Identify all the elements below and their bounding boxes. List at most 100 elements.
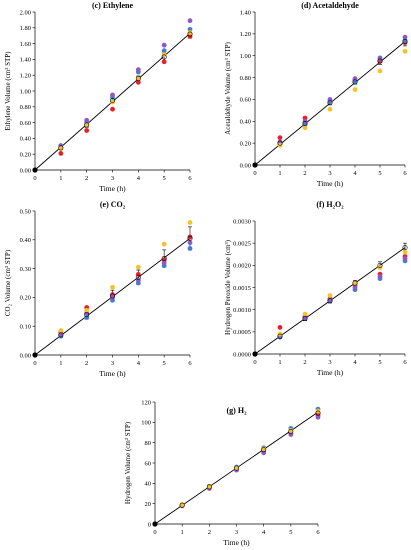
y-tick-label: 0.0025 bbox=[233, 240, 251, 247]
mean-marker bbox=[288, 428, 294, 434]
y-tick-label: 0.40 bbox=[20, 136, 31, 143]
data-point-yellow bbox=[110, 99, 115, 105]
data-point-yellow bbox=[302, 125, 308, 131]
x-tick-label: 6 bbox=[403, 170, 407, 177]
y-tick-label: 0.60 bbox=[240, 97, 251, 104]
data-point-red bbox=[58, 151, 64, 156]
x-axis-label: Time (h) bbox=[99, 369, 126, 378]
data-point-purple bbox=[110, 295, 115, 300]
mean-marker bbox=[402, 245, 408, 251]
origin-point bbox=[32, 167, 38, 173]
mean-marker bbox=[161, 54, 167, 60]
y-tick-label: 0.0010 bbox=[233, 307, 251, 314]
data-point-purple bbox=[84, 117, 90, 123]
mean-marker bbox=[302, 316, 308, 322]
y-axis-label: Hydrogen Volume (cm³ STP) bbox=[124, 421, 132, 504]
y-tick-label: 0.00 bbox=[240, 162, 251, 169]
x-tick-label: 5 bbox=[378, 170, 381, 177]
data-point-purple bbox=[277, 139, 283, 145]
y-tick-label: 1.60 bbox=[20, 41, 31, 48]
x-tick-label: 0 bbox=[153, 529, 156, 536]
x-tick-label: 4 bbox=[353, 170, 357, 177]
data-point-blue bbox=[352, 79, 358, 85]
mean-marker bbox=[206, 484, 212, 490]
y-tick-label: 1.40 bbox=[240, 9, 251, 16]
mean-marker bbox=[58, 145, 64, 151]
x-tick-label: 5 bbox=[378, 359, 381, 366]
x-tick-label: 3 bbox=[235, 529, 238, 536]
data-point-yellow bbox=[402, 48, 408, 54]
chart-panel-1: (c) Ethylene 0 1 2 3 4 5 6 0.00 0.20 0.40 0.60 0.80 1… bbox=[4, 1, 193, 193]
mean-marker bbox=[277, 333, 283, 339]
mean-marker bbox=[352, 280, 358, 286]
mean-marker bbox=[110, 293, 116, 299]
y-tick-label: 0 bbox=[148, 521, 151, 528]
y-tick-label: 0.20 bbox=[240, 140, 251, 147]
y-tick-label: 1.20 bbox=[240, 31, 251, 38]
mean-marker bbox=[110, 97, 116, 103]
data-point-red bbox=[187, 234, 193, 240]
data-point-purple bbox=[135, 67, 141, 73]
y-tick-label: 2.00 bbox=[20, 9, 31, 16]
y-axis-label: Hydrogen Peroxide Volume (cm³) bbox=[224, 239, 232, 335]
y-tick-label: 60 bbox=[145, 460, 152, 467]
data-point-purple bbox=[161, 42, 167, 48]
x-tick-label: 1 bbox=[278, 359, 281, 366]
chart-title: (e) CO₂ bbox=[100, 200, 126, 209]
data-point-purple bbox=[110, 92, 115, 98]
x-tick-label: 3 bbox=[328, 170, 331, 177]
y-tick-label: 20 bbox=[145, 501, 152, 508]
x-tick-label: 4 bbox=[353, 359, 357, 366]
origin-point bbox=[252, 162, 258, 168]
y-tick-label: 0.80 bbox=[20, 104, 31, 111]
y-tick-label: 80 bbox=[145, 440, 152, 447]
data-point-purple bbox=[327, 297, 333, 303]
data-point-yellow bbox=[327, 293, 333, 298]
x-tick-label: 1 bbox=[278, 170, 281, 177]
data-point-yellow bbox=[352, 280, 358, 286]
chart-title: (d) Acetaldehyde bbox=[301, 1, 359, 10]
data-point-yellow bbox=[302, 311, 308, 317]
x-tick-label: 0 bbox=[33, 175, 36, 182]
data-point-yellow bbox=[58, 328, 64, 333]
x-tick-label: 6 bbox=[403, 359, 407, 366]
y-axis-label: CO₂ Volume (cm³ STP) bbox=[4, 249, 12, 316]
data-point-yellow bbox=[110, 284, 115, 290]
x-tick-label: 5 bbox=[163, 175, 166, 182]
x-tick-label: 3 bbox=[111, 175, 114, 182]
data-point-blue bbox=[187, 246, 193, 251]
data-point-purple bbox=[377, 274, 383, 279]
origin-point bbox=[32, 352, 38, 358]
data-point-yellow bbox=[161, 241, 167, 247]
y-tick-label: 0.0020 bbox=[233, 263, 251, 270]
chart-title: (g) H₂ bbox=[227, 406, 248, 415]
mean-marker bbox=[377, 58, 383, 64]
data-point-yellow bbox=[234, 465, 239, 471]
y-tick-label: 1.00 bbox=[20, 88, 31, 95]
mean-marker bbox=[234, 465, 240, 471]
data-point-yellow bbox=[377, 68, 383, 74]
y-tick-label: 120 bbox=[141, 399, 151, 406]
y-tick-label: 0.0030 bbox=[233, 218, 251, 225]
data-point-yellow bbox=[352, 87, 358, 92]
data-point-purple bbox=[352, 285, 358, 290]
y-tick-label: 0.20 bbox=[20, 295, 31, 302]
data-point-red bbox=[135, 79, 141, 85]
data-point-red bbox=[277, 135, 283, 141]
x-tick-label: 6 bbox=[188, 360, 192, 367]
x-tick-label: 1 bbox=[59, 175, 62, 182]
mean-marker bbox=[187, 235, 193, 241]
y-tick-label: 0.00 bbox=[20, 352, 31, 359]
chart-title: (f) H₂O₂ bbox=[316, 200, 344, 209]
x-tick-label: 6 bbox=[316, 529, 320, 536]
y-tick-label: 0.40 bbox=[240, 119, 251, 126]
x-tick-label: 6 bbox=[188, 175, 192, 182]
y-tick-label: 0.0005 bbox=[233, 329, 251, 336]
mean-marker bbox=[352, 79, 358, 85]
y-tick-label: 1.00 bbox=[240, 53, 251, 60]
mean-marker bbox=[84, 312, 90, 318]
data-point-red bbox=[302, 115, 308, 121]
data-point-purple bbox=[161, 260, 167, 266]
